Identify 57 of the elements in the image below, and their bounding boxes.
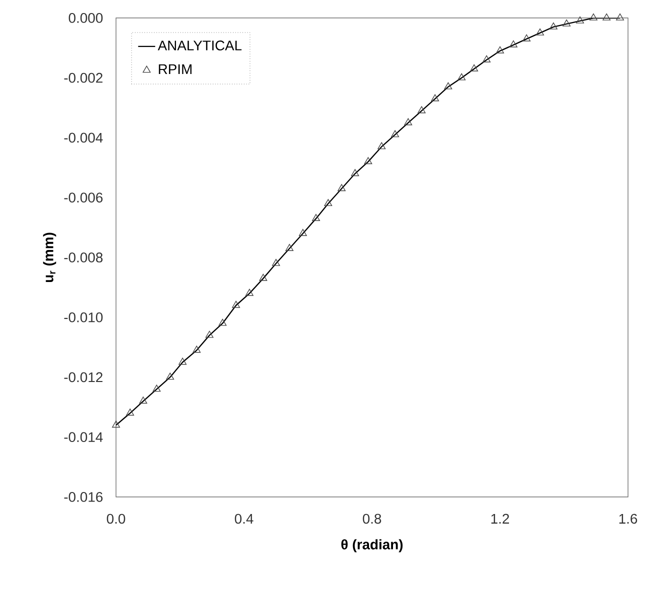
y-tick-label: -0.006 — [64, 192, 103, 203]
y-tick-label: -0.014 — [64, 432, 103, 442]
y-axis-title: u$_{r}$ (mm) — [43, 232, 56, 282]
legend-label: ANALYTICAL — [158, 40, 242, 50]
point — [470, 64, 478, 72]
point — [126, 408, 134, 416]
point — [152, 384, 161, 392]
point — [324, 199, 332, 206]
x-axis-title: θ (radian) — [341, 539, 403, 552]
point — [562, 19, 571, 26]
point — [245, 288, 254, 296]
y-tick-label: -0.012 — [64, 372, 102, 382]
point — [112, 420, 120, 428]
x-tick-label: 0.8 — [362, 514, 382, 524]
point — [166, 372, 174, 380]
point — [576, 16, 584, 24]
x-tick-label: 1.6 — [619, 514, 638, 524]
point — [218, 318, 227, 326]
y-tick-label: -0.010 — [64, 312, 103, 322]
y-tick-label: -0.008 — [64, 252, 103, 262]
point — [378, 142, 386, 150]
point — [536, 28, 544, 36]
point — [351, 169, 360, 176]
point — [364, 157, 372, 164]
point — [496, 46, 504, 54]
point — [285, 244, 294, 251]
y-tick-label: -0.002 — [64, 72, 102, 83]
point — [338, 184, 346, 192]
point — [602, 13, 611, 20]
y-tick-label: -0.016 — [64, 492, 103, 502]
point — [391, 130, 400, 138]
point — [259, 274, 268, 281]
point — [616, 13, 624, 20]
point — [404, 118, 412, 126]
x-tick-label: 1.2 — [491, 514, 510, 524]
point — [192, 346, 201, 353]
legend-label: RPIM — [158, 64, 192, 74]
point — [139, 396, 148, 404]
point — [549, 22, 558, 30]
point — [232, 300, 240, 308]
point — [312, 214, 320, 222]
point — [205, 330, 214, 338]
y-tick-label: 0.000 — [68, 13, 103, 23]
point — [444, 82, 452, 90]
point — [522, 34, 531, 42]
x-tick-label: 0.4 — [234, 514, 254, 524]
point — [272, 258, 280, 266]
point — [509, 40, 518, 48]
y-tick-label: -0.004 — [64, 132, 103, 143]
point — [178, 358, 187, 365]
point — [298, 229, 307, 236]
point — [589, 13, 598, 20]
point — [482, 55, 491, 62]
point — [418, 106, 426, 114]
x-tick-label: 0.0 — [106, 514, 126, 524]
point — [431, 94, 440, 102]
point — [458, 73, 466, 80]
